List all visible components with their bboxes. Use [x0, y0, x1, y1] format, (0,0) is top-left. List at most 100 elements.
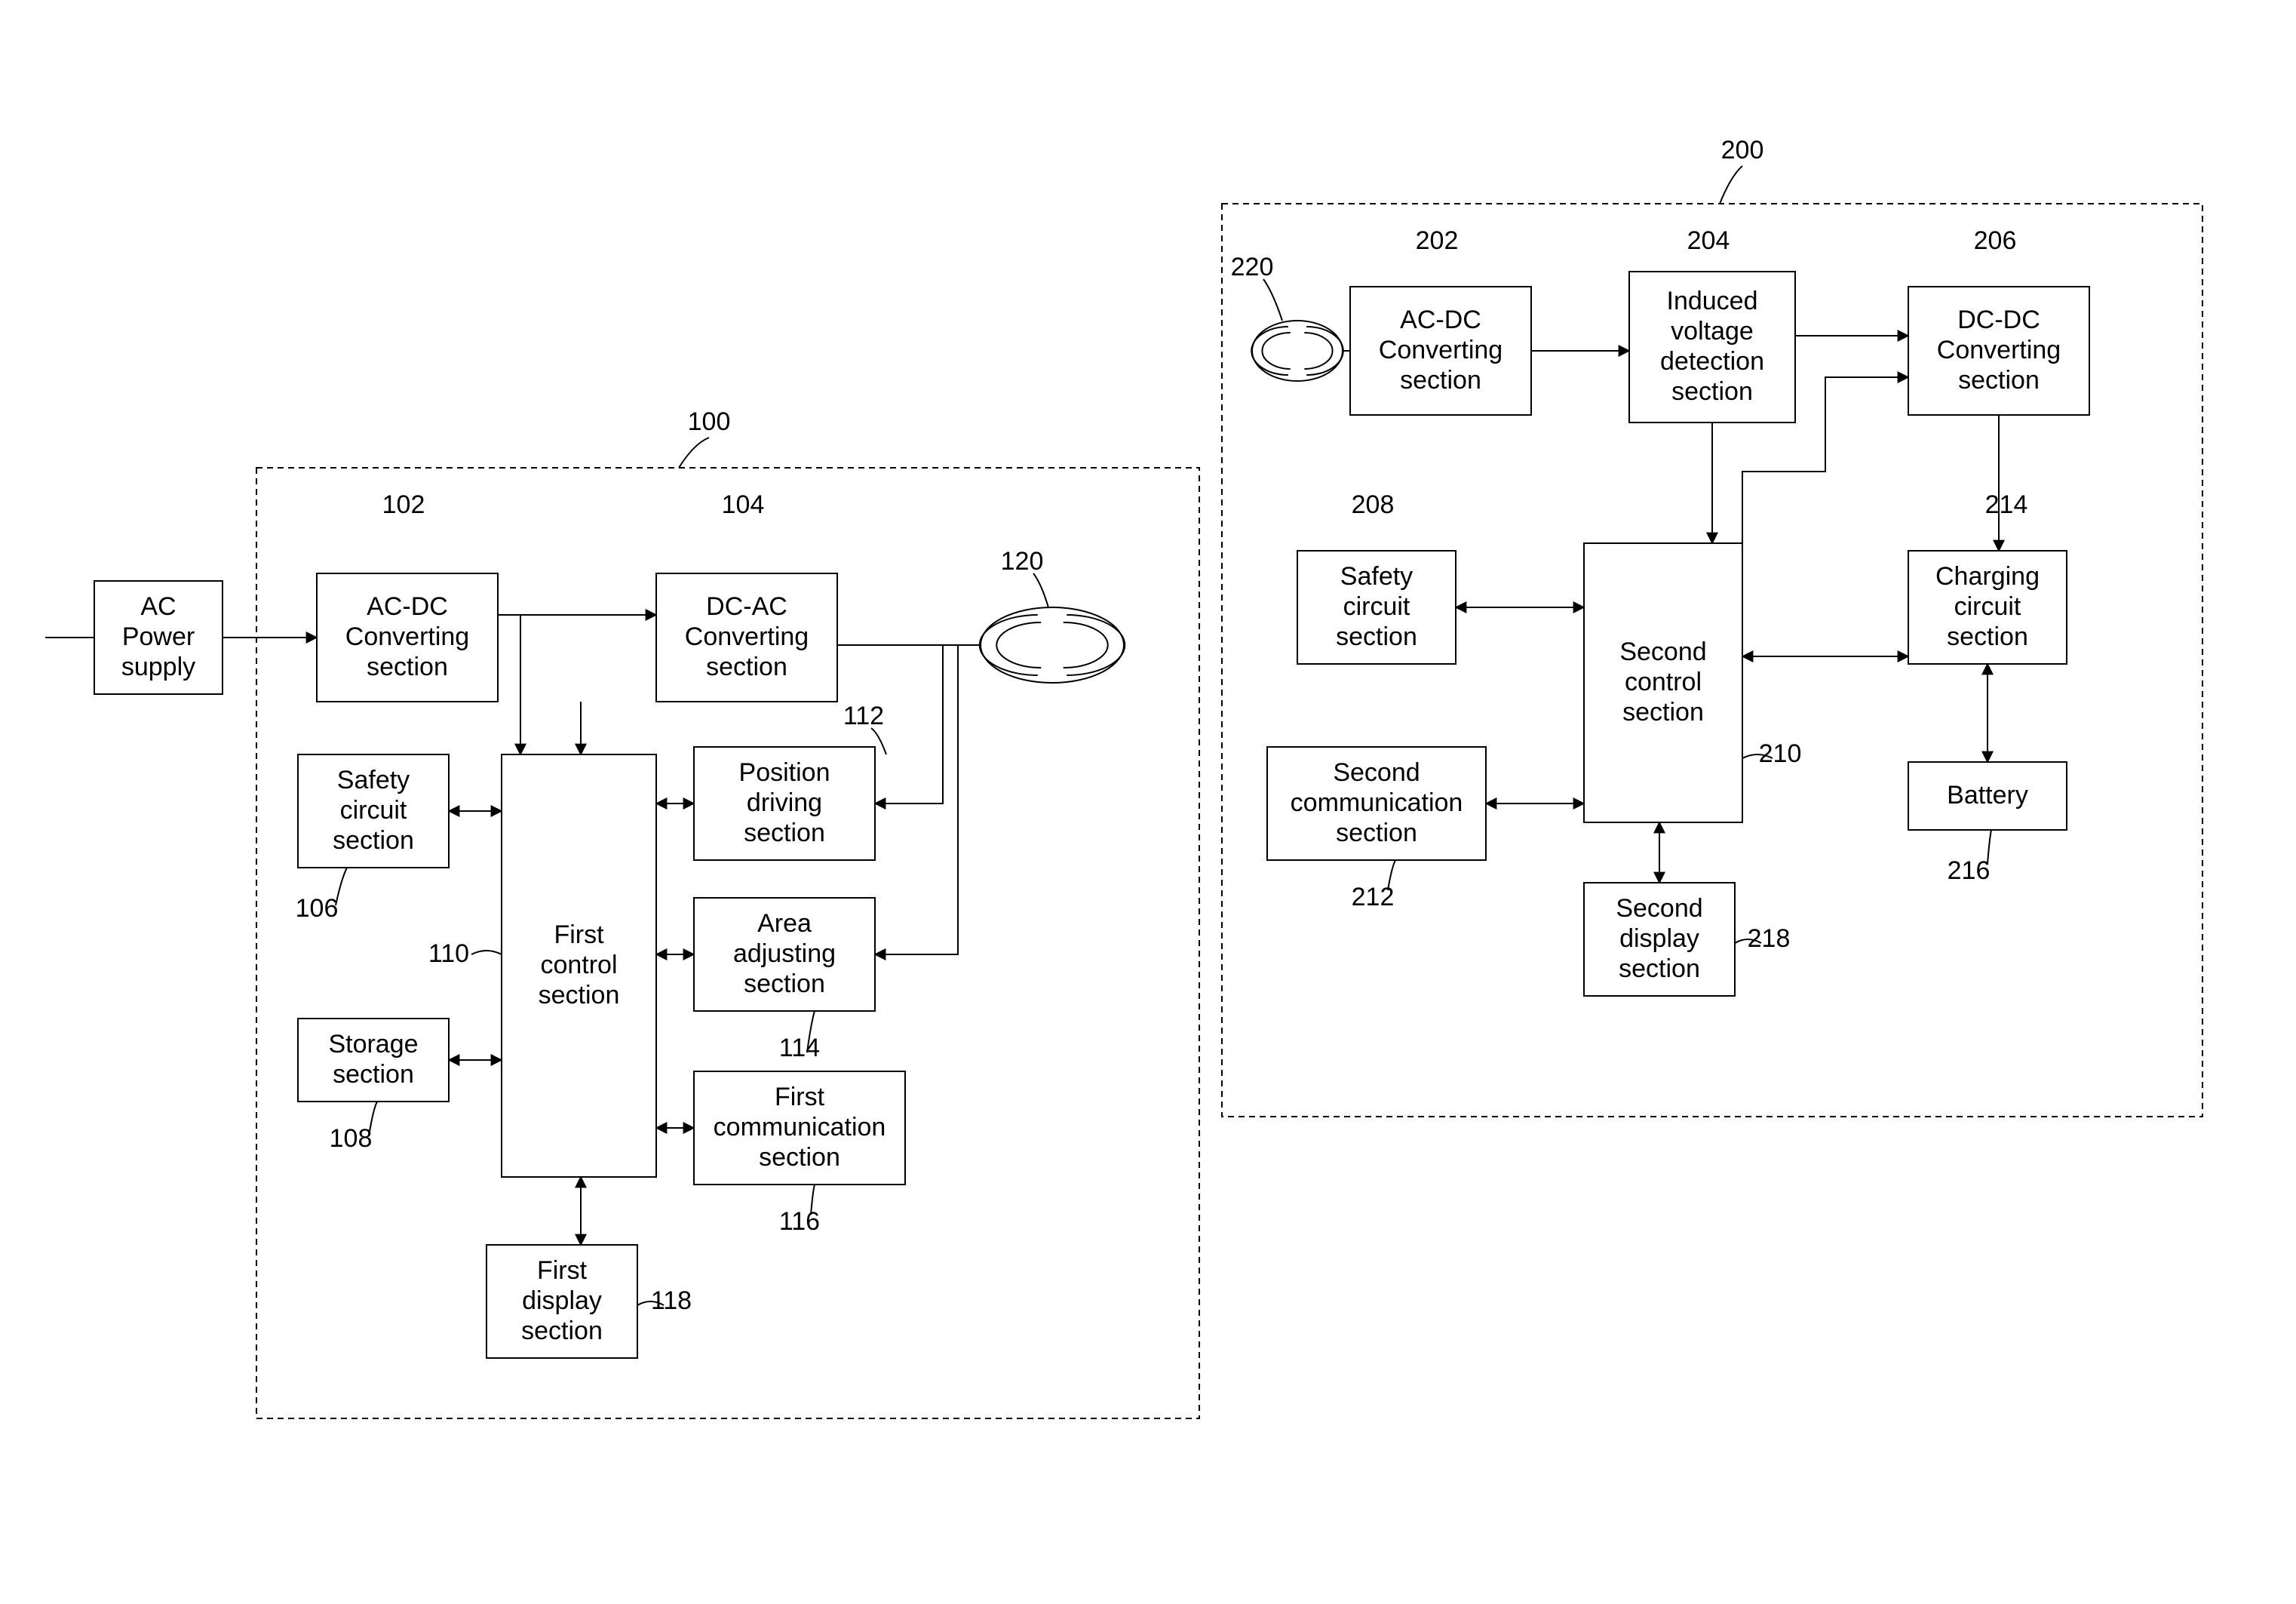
block-ref-b202: 202: [1416, 226, 1459, 255]
block-label-b204-1: voltage: [1671, 317, 1754, 346]
block-label-b106-0: Safety: [337, 766, 410, 794]
block-label-b114-0: Area: [757, 909, 812, 938]
block-b114: Areaadjustingsection 114: [694, 898, 875, 1062]
block-label-b202-1: Converting: [1379, 336, 1503, 364]
block-label-b104-2: section: [706, 653, 787, 681]
block-b216_battery: Battery 216: [1908, 762, 2067, 885]
block-label-b116-0: First: [775, 1083, 825, 1111]
block-label-b206-1: Converting: [1937, 336, 2061, 364]
block-label-ac_power-2: supply: [121, 653, 195, 681]
block-ref-b216_battery: 216: [1948, 856, 1991, 885]
block-b210: Secondcontrolsection 210: [1584, 543, 1801, 822]
block-b214: Chargingcircuitsection 214: [1908, 490, 2067, 664]
block-label-b118-0: First: [537, 1256, 588, 1285]
block-ac_power: ACPowersupply: [94, 581, 223, 694]
block-label-b212-1: communication: [1291, 788, 1463, 817]
block-label-ac_power-0: AC: [140, 592, 176, 621]
coil-c120: 120: [980, 547, 1125, 683]
block-label-b116-2: section: [759, 1143, 840, 1172]
block-ref-b208: 208: [1352, 490, 1395, 519]
block-b116: Firstcommunicationsection 116: [694, 1071, 905, 1236]
block-label-b102-0: AC-DC: [367, 592, 448, 621]
block-ref-b114: 114: [779, 1034, 820, 1062]
block-b218: Seconddisplaysection 218: [1584, 883, 1790, 996]
block-label-b110-0: First: [554, 920, 604, 949]
block-label-b216_battery-0: Battery: [1947, 781, 2028, 810]
block-b102: AC-DCConvertingsection 102: [317, 490, 498, 702]
block-label-b210-1: control: [1625, 668, 1702, 696]
block-ref-b106: 106: [296, 894, 339, 923]
block-label-b112-1: driving: [747, 788, 822, 817]
block-label-b218-0: Second: [1616, 894, 1702, 923]
block-label-b208-0: Safety: [1340, 562, 1413, 591]
block-label-b204-3: section: [1671, 377, 1753, 406]
block-label-b202-0: AC-DC: [1400, 306, 1481, 334]
block-ref-b104: 104: [722, 490, 765, 519]
block-label-b214-1: circuit: [1954, 592, 2021, 621]
block-label-b106-1: circuit: [340, 796, 407, 825]
block-b106: Safetycircuitsection 106: [296, 754, 449, 923]
block-ref-b112: 112: [843, 702, 884, 730]
block-ref-b212: 212: [1352, 883, 1395, 911]
block-b104: DC-ACConvertingsection 104: [656, 490, 837, 702]
block-label-b110-2: section: [539, 981, 620, 1009]
block-ref-b118: 118: [651, 1286, 692, 1315]
block-b110: Firstcontrolsection 110: [428, 754, 656, 1177]
coil-ref-c220: 220: [1231, 253, 1274, 281]
wire-13: [875, 645, 958, 954]
block-label-b114-2: section: [744, 969, 825, 998]
block-label-b204-2: detection: [1660, 347, 1764, 376]
block-label-b208-2: section: [1336, 622, 1417, 651]
block-label-b118-1: display: [522, 1286, 602, 1315]
block-ref-b206: 206: [1974, 226, 2017, 255]
wire-12: [875, 645, 943, 804]
block-label-b116-1: communication: [714, 1113, 886, 1142]
block-label-b118-2: section: [521, 1317, 603, 1345]
block-label-b218-2: section: [1619, 954, 1700, 983]
block-ref-b102: 102: [382, 490, 425, 519]
block-label-b110-1: control: [540, 951, 617, 979]
block-label-ac_power-1: Power: [122, 622, 195, 651]
block-label-b212-0: Second: [1333, 758, 1420, 787]
blocks-layer: ACPowersupplyAC-DCConvertingsection102DC…: [94, 226, 2089, 1358]
block-label-b106-2: section: [333, 826, 414, 855]
block-ref-b110: 110: [428, 939, 469, 968]
block-label-b104-0: DC-AC: [706, 592, 787, 621]
block-ref-b214: 214: [1985, 490, 2028, 519]
block-b208: Safetycircuitsection 208: [1297, 490, 1456, 664]
block-label-b112-0: Position: [739, 758, 830, 787]
block-label-b206-2: section: [1958, 366, 2040, 395]
group-ref-g200: 200: [1721, 136, 1764, 164]
block-b212: Secondcommunicationsection 212: [1267, 747, 1486, 911]
block-label-b204-0: Induced: [1667, 287, 1758, 315]
block-label-b218-1: display: [1619, 924, 1699, 953]
block-b206: DC-DCConvertingsection 206: [1908, 226, 2089, 415]
block-label-b214-0: Charging: [1935, 562, 2040, 591]
block-label-b108-0: Storage: [328, 1030, 418, 1059]
block-label-b112-2: section: [744, 819, 825, 847]
coil-c220: 220: [1231, 253, 1343, 381]
block-b108: Storagesection 108: [298, 1019, 449, 1153]
block-ref-b210: 210: [1759, 739, 1802, 768]
block-label-b114-1: adjusting: [733, 939, 836, 968]
block-label-b212-2: section: [1336, 819, 1417, 847]
block-label-b102-2: section: [367, 653, 448, 681]
block-label-b108-1: section: [333, 1060, 414, 1089]
block-label-b104-1: Converting: [685, 622, 809, 651]
block-label-b210-0: Second: [1619, 638, 1706, 666]
block-label-b202-2: section: [1400, 366, 1481, 395]
block-ref-b204: 204: [1687, 226, 1730, 255]
block-label-b208-1: circuit: [1343, 592, 1410, 621]
block-b112: Positiondrivingsection 112: [694, 702, 886, 860]
block-ref-b218: 218: [1748, 924, 1791, 953]
block-label-b210-2: section: [1622, 698, 1704, 727]
block-ref-b108: 108: [330, 1124, 373, 1153]
block-label-b214-2: section: [1947, 622, 2028, 651]
block-label-b102-1: Converting: [345, 622, 469, 651]
group-ref-g100: 100: [688, 407, 731, 436]
block-ref-b116: 116: [779, 1207, 820, 1236]
block-label-b206-0: DC-DC: [1957, 306, 2040, 334]
block-b118: Firstdisplaysection 118: [487, 1245, 692, 1358]
block-b202: AC-DCConvertingsection 202: [1350, 226, 1531, 415]
block-b204: Inducedvoltagedetectionsection 204: [1629, 226, 1795, 423]
